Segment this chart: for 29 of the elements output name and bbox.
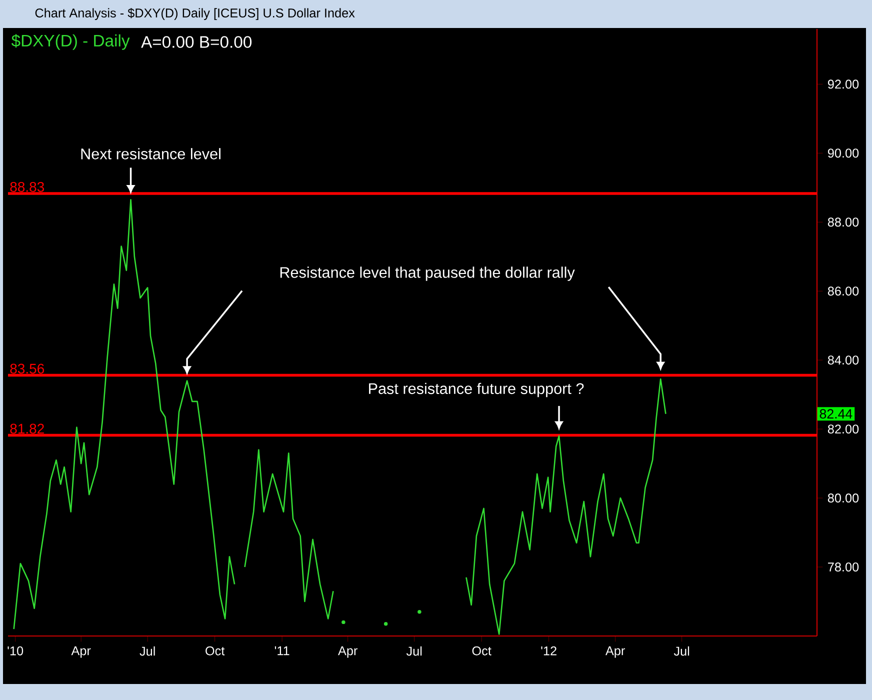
y-tick-label: 86.00 <box>828 286 859 296</box>
ref-line-label: 81.82 <box>10 424 44 434</box>
y-tick-label: 90.00 <box>828 148 859 158</box>
x-tick-label: '10 <box>8 646 24 656</box>
annotation: Past resistance future support ? <box>369 382 584 398</box>
ref-line-label: 83.56 <box>10 364 44 374</box>
y-tick-label: 88.00 <box>828 218 859 227</box>
text: Chart Analysis - $DXY(D) Daily [ICEUS] U.S Dollar Index <box>35 8 355 20</box>
x-tick-label: Jul <box>140 646 155 656</box>
y-tick-label: 84.00 <box>828 356 859 365</box>
x-tick-label: Jul <box>406 646 422 656</box>
annotation: Next resistance level <box>81 148 220 160</box>
x-tick-label: '12 <box>541 646 556 656</box>
annotation: Resistance level that paused the dollar rally <box>280 266 575 281</box>
x-tick-label: '11 <box>274 646 290 656</box>
x-tick-label: Apr <box>71 646 91 658</box>
y-tick-label: 78.00 <box>828 562 859 572</box>
x-tick-label: Apr <box>338 646 358 658</box>
y-tick-label: 80.00 <box>828 494 859 503</box>
chart-subtitle: A=0.00 B=0.00 <box>141 36 252 48</box>
x-tick-label: Oct <box>472 646 492 656</box>
y-tick-label: 92.00 <box>828 80 859 89</box>
chart-title: $DXY(D) - Daily <box>11 34 130 50</box>
x-tick-label: Oct <box>206 646 225 656</box>
x-tick-label: Jul <box>674 646 690 656</box>
x-tick-label: Apr <box>605 646 625 658</box>
annotation: 82.44 <box>820 409 852 419</box>
y-tick-label: 82.00 <box>828 424 859 434</box>
ref-line-label: 88.83 <box>10 182 44 192</box>
